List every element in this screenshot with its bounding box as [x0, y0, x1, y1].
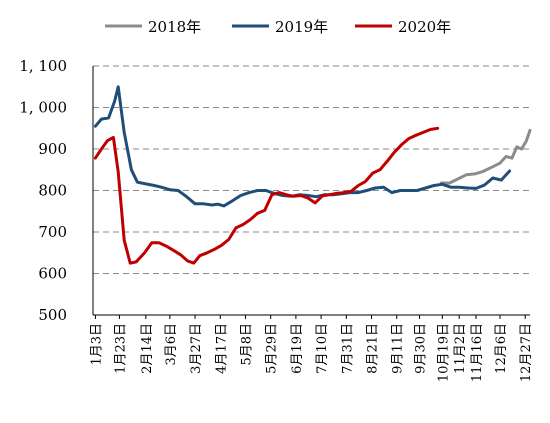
legend: 2018年 2019年 2020年 — [105, 18, 451, 36]
x-tick-label: 8月21日 — [366, 323, 381, 374]
x-tick-label: 12月27日 — [519, 323, 534, 382]
legend-label: 2020年 — [398, 18, 451, 36]
grid-lines — [93, 65, 530, 274]
y-tick-label: 800 — [38, 182, 67, 200]
y-tick-label: 600 — [38, 265, 67, 283]
x-tick-label: 1月23日 — [113, 323, 128, 374]
x-tick-label: 11月2日 — [453, 323, 468, 374]
x-tick-label: 12月6日 — [494, 323, 509, 374]
x-tick-label: 7月31日 — [340, 323, 355, 374]
x-tick-label: 5月8日 — [239, 323, 254, 366]
y-tick-label: 900 — [38, 140, 67, 158]
y-tick-label: 1, 000 — [19, 99, 67, 117]
x-tick-label: 3月27日 — [189, 323, 204, 374]
legend-label: 2019年 — [275, 18, 328, 36]
legend-label: 2018年 — [148, 18, 201, 36]
x-tick-label: 7月10日 — [315, 323, 330, 374]
y-tick-label: 700 — [38, 223, 67, 241]
x-tick-label: 1月3日 — [89, 323, 104, 366]
x-tick-label: 9月30日 — [414, 323, 429, 374]
series-lines — [93, 85, 532, 265]
x-tick-label: 2月14日 — [140, 323, 155, 374]
y-tick-label: 500 — [38, 306, 67, 324]
x-tick-label: 5月29日 — [265, 323, 280, 374]
x-tick-label: 4月17日 — [214, 323, 229, 374]
series-line-2018年 — [439, 128, 532, 185]
x-tick-label: 6月19日 — [290, 323, 305, 374]
x-tick-label: 3月6日 — [164, 323, 179, 366]
axes — [92, 66, 530, 316]
y-tick-label: 1, 100 — [19, 57, 67, 75]
x-tick-label: 10月19日 — [436, 323, 451, 382]
x-tick-label: 11月16日 — [470, 323, 485, 382]
x-tick-label: 9月11日 — [391, 323, 406, 374]
series-line-2019年 — [93, 85, 512, 208]
series-line-2020年 — [93, 126, 440, 265]
y-axis-ticks: 500 600 700 800 900 1, 000 1, 100 — [19, 57, 67, 324]
x-axis-ticks: 1月3日 1月23日 2月14日 3月6日 3月27日 4月17日 5月8日 5月29日 6月1… — [89, 315, 534, 382]
